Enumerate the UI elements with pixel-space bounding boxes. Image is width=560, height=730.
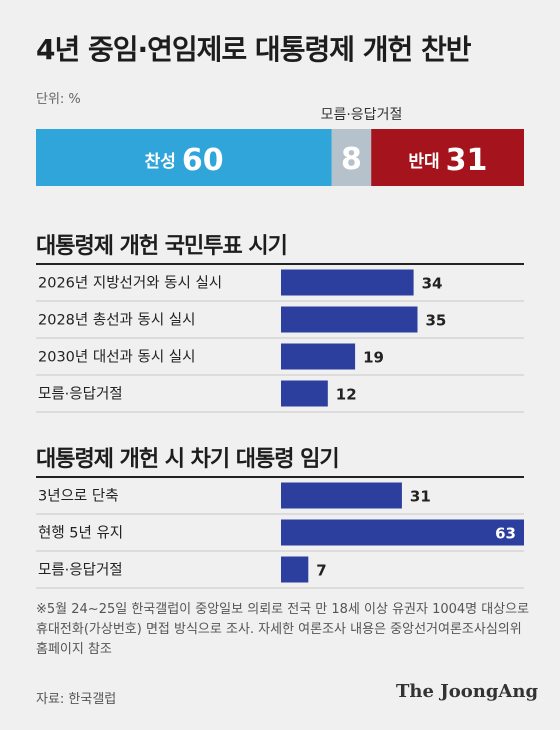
bar-label: 모름·응답거절 bbox=[38, 386, 123, 403]
bar-label: 2028년 총선과 동시 실시 bbox=[38, 312, 195, 329]
section-title-referendum: 대통령제 개헌 국민투표 시기 bbox=[36, 234, 288, 259]
bar bbox=[281, 343, 356, 370]
bar-value-label: 31 bbox=[410, 488, 431, 506]
segment-value-0: 60 bbox=[182, 143, 224, 178]
bar-label: 2026년 지방선거와 동시 실시 bbox=[38, 275, 222, 292]
bar bbox=[281, 380, 328, 407]
bar-value-label: 35 bbox=[426, 312, 447, 330]
bar-label: 모름·응답거절 bbox=[38, 562, 123, 579]
bar-value-label: 7 bbox=[316, 562, 326, 580]
bar-label: 3년으로 단축 bbox=[38, 488, 119, 505]
bar-label: 현행 5년 유지 bbox=[38, 525, 123, 542]
stacked-segment-1 bbox=[331, 129, 372, 186]
section-title-term: 대통령제 개헌 시 차기 대통령 임기 bbox=[36, 447, 340, 472]
source-label: 자료: 한국갤럽 bbox=[36, 692, 117, 707]
segment-value-2: 31 bbox=[446, 143, 488, 178]
brand-logo: The JoongAng bbox=[396, 681, 539, 702]
bar-label: 2030년 대선과 동시 실시 bbox=[38, 349, 195, 366]
bar bbox=[281, 556, 309, 583]
segment-value-1: 8 bbox=[341, 142, 362, 177]
stacked-segment-0 bbox=[36, 129, 332, 186]
stacked-segment-2 bbox=[371, 129, 524, 186]
chart-title: 4년 중임·연임제로 대통령제 개헌 찬반 bbox=[36, 33, 472, 66]
segment-label-0: 찬성 bbox=[145, 152, 176, 172]
bar bbox=[281, 306, 418, 333]
bar-value-label: 12 bbox=[336, 386, 357, 404]
bar bbox=[281, 519, 524, 546]
bar bbox=[281, 269, 414, 296]
bar-value-label: 63 bbox=[495, 525, 516, 543]
segment-annotation: 모름·응답거절 bbox=[321, 107, 403, 123]
bar bbox=[281, 482, 402, 509]
survey-note: ※5월 24~25일 한국갤럽이 중앙일보 의뢰로 전국 만 18세 이상 유권… bbox=[36, 602, 530, 657]
unit-label: 단위: % bbox=[36, 92, 81, 107]
bar-value-label: 19 bbox=[363, 349, 384, 367]
bar-value-label: 34 bbox=[422, 275, 443, 293]
segment-label-2: 반대 bbox=[408, 152, 439, 172]
